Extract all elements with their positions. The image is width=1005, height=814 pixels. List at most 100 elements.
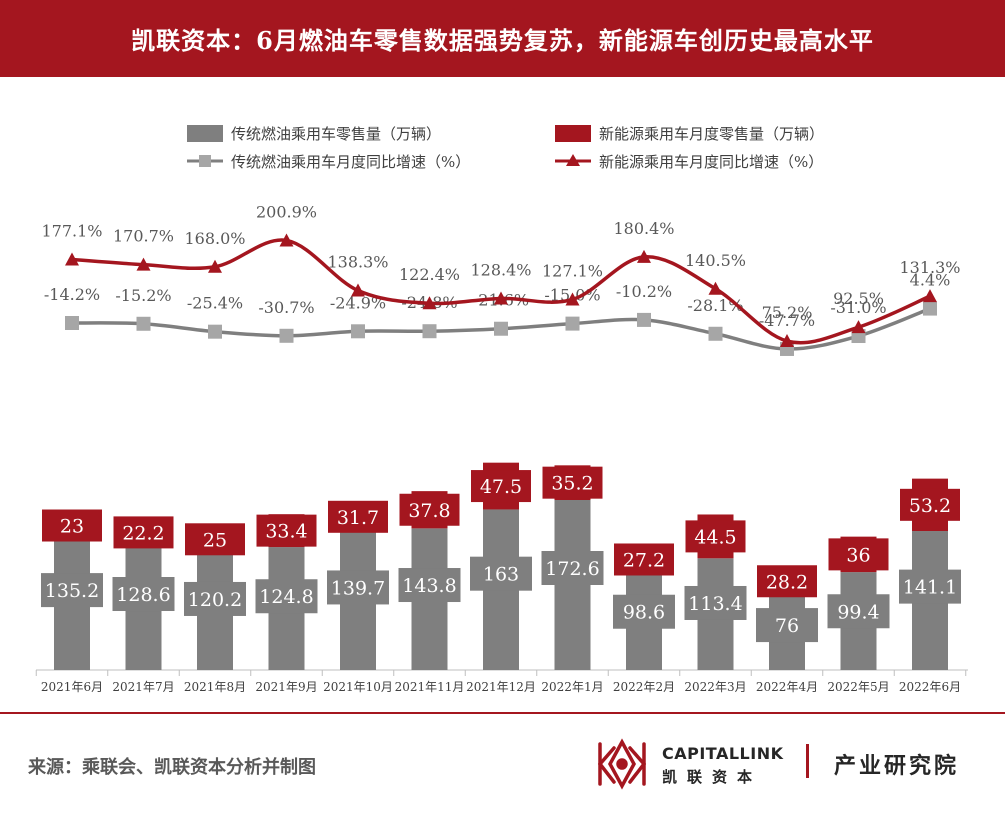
point-nev-yoy [208, 259, 222, 273]
data-label-nev-sales: 44.5 [694, 526, 736, 548]
point-nev-yoy [565, 292, 580, 306]
label-box-fuel-sales [541, 551, 604, 585]
label-box-fuel-sales [899, 569, 961, 604]
data-label-fuel-sales: 128.6 [116, 584, 170, 606]
label-box-fuel-sales [470, 556, 532, 591]
data-label-fuel-yoy: -30.7% [258, 298, 314, 317]
label-box-nev-sales [471, 470, 531, 503]
label-box-fuel-sales [827, 594, 890, 629]
data-label-fuel-yoy: -24.9% [330, 293, 386, 312]
data-label-nev-sales: 31.7 [337, 507, 379, 529]
footer-divider [0, 712, 1005, 714]
label-box-fuel-sales [613, 594, 675, 629]
label-box-fuel-sales [398, 568, 461, 603]
data-label-nev-yoy: 128.4% [470, 260, 531, 279]
label-box-fuel-sales [255, 579, 318, 614]
point-nev-yoy [65, 252, 79, 266]
data-label-nev-yoy: 200.9% [256, 202, 317, 221]
data-label-nev-yoy: 180.4% [613, 219, 674, 238]
data-label-nev-yoy: 75.2% [762, 303, 813, 322]
point-nev-yoy [708, 281, 723, 295]
data-label-fuel-yoy: -10.2% [616, 282, 672, 301]
data-label-fuel-yoy: -25.4% [187, 294, 243, 313]
data-label-nev-sales: 23 [60, 516, 84, 538]
x-tick-label: 2021年12月 [466, 680, 536, 694]
x-tick-label: 2022年4月 [756, 680, 818, 694]
data-label-fuel-yoy: -47.7% [759, 311, 815, 330]
x-tick-label: 2021年9月 [255, 680, 317, 694]
data-label-nev-sales: 35.2 [551, 473, 593, 495]
data-label-nev-yoy: 92.5% [833, 289, 884, 308]
capitallink-logo-icon [598, 738, 646, 790]
data-label-nev-sales: 27.2 [623, 549, 665, 571]
data-label-nev-yoy: 138.3% [327, 253, 388, 272]
point-nev-yoy [351, 283, 365, 297]
point-fuel-yoy [136, 316, 151, 331]
x-tick-label: 2021年8月 [184, 680, 246, 694]
point-fuel-yoy [208, 324, 222, 339]
page-title: 凯联资本：6月燃油车零售数据强势复苏，新能源车创历史最高水平 [131, 26, 874, 55]
data-label-nev-sales: 25 [203, 529, 227, 551]
x-tick-label: 2021年7月 [112, 680, 174, 694]
data-label-fuel-yoy: -15.2% [115, 286, 171, 305]
data-label-nev-yoy: 170.7% [113, 227, 174, 246]
data-label-fuel-sales: 163 [483, 564, 519, 586]
data-label-fuel-yoy: -31.0% [830, 298, 886, 317]
data-label-nev-sales: 53.2 [909, 495, 951, 517]
data-label-nev-sales: 22.2 [122, 522, 164, 544]
point-nev-yoy [422, 296, 437, 310]
data-label-fuel-sales: 143.8 [402, 575, 456, 597]
data-label-nev-yoy: 127.1% [542, 261, 603, 280]
source-note: 来源：乘联会、凯联资本分析并制图 [28, 757, 316, 778]
data-label-fuel-sales: 113.4 [688, 593, 742, 615]
header-banner: 凯联资本：6月燃油车零售数据强势复苏，新能源车创历史最高水平 [0, 0, 1005, 77]
point-fuel-yoy [494, 321, 508, 336]
x-tick-label: 2021年6月 [41, 680, 103, 694]
label-box-nev-sales [685, 520, 746, 553]
label-box-nev-sales [828, 538, 889, 571]
point-fuel-yoy [65, 316, 79, 330]
point-fuel-yoy [422, 324, 437, 339]
point-nev-yoy [637, 249, 651, 263]
data-label-fuel-sales: 172.6 [545, 558, 599, 580]
data-label-nev-sales: 28.2 [766, 571, 808, 593]
label-box-fuel-sales [327, 570, 389, 605]
legend-label-nev-yoy: 新能源乘用车月度同比增速（%） [599, 153, 823, 171]
label-box-nev-sales [542, 466, 603, 499]
label-box-fuel-sales [684, 585, 747, 620]
point-nev-yoy [494, 291, 508, 305]
data-label-nev-sales: 36 [846, 544, 870, 566]
data-label-fuel-sales: 99.4 [837, 601, 879, 623]
legend-label-nev-sales: 新能源乘用车月度零售量（万辆） [599, 125, 824, 143]
legend-marker-nev-yoy [566, 154, 580, 166]
legend-marker-fuel-yoy [199, 155, 211, 167]
point-fuel-yoy [708, 326, 723, 341]
point-nev-yoy [923, 289, 937, 303]
data-label-fuel-sales: 98.6 [623, 602, 665, 624]
data-label-fuel-sales: 141.1 [903, 577, 957, 599]
data-label-fuel-sales: 135.2 [45, 580, 99, 602]
label-box-nev-sales [185, 523, 245, 556]
data-label-fuel-sales: 76 [775, 615, 799, 637]
data-label-nev-yoy: 168.0% [184, 229, 245, 248]
x-tick-label: 2022年3月 [684, 680, 746, 694]
label-box-nev-sales [614, 543, 674, 576]
x-tick-label: 2022年2月 [613, 680, 675, 694]
point-fuel-yoy [351, 324, 365, 339]
point-nev-yoy [279, 233, 294, 247]
data-label-nev-yoy: 122.4% [399, 265, 460, 284]
label-box-nev-sales [900, 488, 960, 521]
x-tick-label: 2021年11月 [395, 680, 465, 694]
legend-swatch-nev-sales [555, 125, 591, 142]
data-label-nev-sales: 33.4 [265, 521, 307, 543]
label-box-nev-sales [328, 500, 388, 533]
legend-swatch-fuel-sales [187, 125, 223, 142]
data-label-nev-sales: 47.5 [480, 476, 522, 498]
label-box-fuel-sales [756, 608, 818, 643]
label-box-nev-sales [113, 516, 174, 549]
data-label-nev-yoy: 131.3% [899, 258, 960, 277]
institute-name: 产业研究院 [834, 753, 960, 779]
point-nev-yoy [780, 334, 794, 347]
label-box-nev-sales [42, 509, 102, 542]
legend-label-fuel-sales: 传统燃油乘用车零售量（万辆） [231, 125, 441, 143]
